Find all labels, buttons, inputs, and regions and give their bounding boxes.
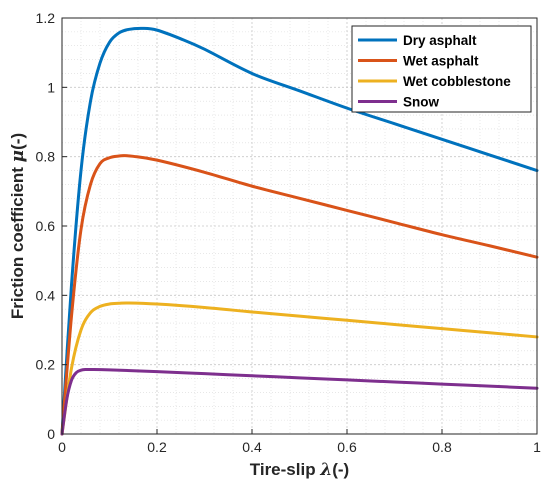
y-axis-label: Friction coefficient μ(-) [8, 133, 28, 319]
series-line-3 [60, 367, 539, 436]
y-tick-label: 0.4 [36, 287, 56, 303]
y-tick-label: 0.8 [36, 149, 56, 165]
y-tick-label: 1 [47, 79, 55, 95]
x-tick-label: 0.4 [242, 439, 262, 455]
series-line-1 [60, 154, 539, 436]
series-line-2 [60, 301, 539, 436]
y-tick-label: 1.2 [36, 10, 56, 26]
y-tick-label: 0 [47, 426, 55, 442]
legend-label: Wet asphalt [403, 54, 479, 69]
grid [61, 17, 538, 435]
legend-label: Snow [403, 95, 439, 110]
legend: Dry asphalt Wet asphalt Wet cobblestone Sno… [351, 25, 532, 113]
legend-label: Wet cobblestone [403, 74, 511, 89]
x-tick-label: 0.2 [147, 439, 167, 455]
x-tick-label: 0.8 [432, 439, 452, 455]
x-tick-label: 0 [58, 439, 66, 455]
series-line-0 [60, 26, 539, 436]
y-tick-label: 0.2 [36, 357, 56, 373]
legend-label: Dry asphalt [403, 33, 477, 48]
axis-ticks: 0 0.2 0.4 0.6 0.8 1 0 0.2 0.4 0.6 0.8 1 1.2 [36, 10, 542, 455]
y-tick-label: 0.6 [36, 218, 56, 234]
x-tick-label: 1 [533, 439, 541, 455]
x-axis-label: Tire-slip λ(-) [250, 460, 349, 480]
series-lines [60, 26, 539, 436]
x-tick-label: 0.6 [337, 439, 357, 455]
